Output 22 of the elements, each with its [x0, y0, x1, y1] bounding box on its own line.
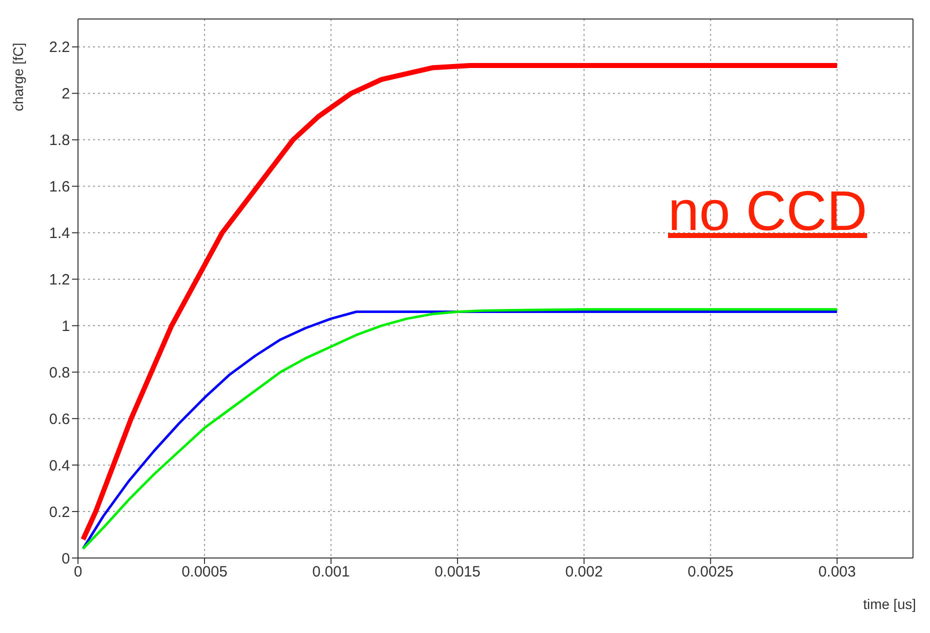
x-tick-label: 0 — [74, 564, 82, 581]
x-tick-label: 0.0015 — [434, 564, 480, 581]
y-tick-label: 2.2 — [49, 39, 70, 56]
y-tick-label: 0.2 — [49, 504, 70, 521]
y-tick-label: 0 — [62, 550, 70, 568]
y-tick-label: 2 — [62, 86, 70, 103]
x-tick-label: 0.0025 — [688, 564, 734, 581]
y-tick-label: 0.4 — [49, 457, 70, 474]
y-tick-label: 0.6 — [49, 410, 70, 428]
x-axis-title: time [us] — [863, 596, 916, 612]
x-tick-label: 0.002 — [565, 564, 603, 581]
y-axis-title: charge [fC] — [10, 42, 26, 112]
y-tick-label: 0.8 — [49, 364, 70, 382]
annotation: no CCD — [668, 178, 868, 243]
y-tick-label: 1.4 — [49, 225, 70, 242]
y-tick-label: 1 — [62, 318, 70, 335]
x-tick-label: 0.003 — [818, 564, 856, 581]
y-tick-label: 1.6 — [49, 178, 70, 196]
x-tick-label: 0.001 — [312, 564, 350, 581]
y-tick-label: 1.8 — [49, 132, 70, 150]
x-tick-label: 0.0005 — [182, 564, 228, 581]
y-tick-label: 1.2 — [49, 272, 70, 289]
